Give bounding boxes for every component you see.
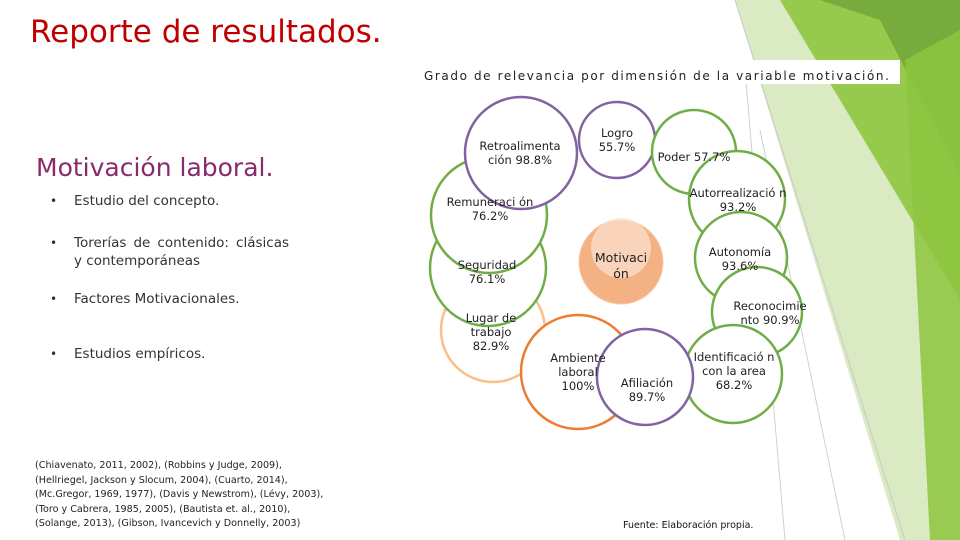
reference-line: (Solange, 2013), (Gibson, Ivancevich y D… (35, 518, 301, 530)
bullet-dot-icon: • (50, 194, 58, 208)
diagram-center-label: Motivaci ón (594, 250, 648, 281)
bullet-dot-icon: • (50, 236, 58, 250)
bullet-dot-icon: • (50, 292, 58, 306)
diagram-node-label: Identificació n con la area 68.2% (693, 350, 775, 392)
diagram-node-circle (463, 95, 579, 211)
section-heading: Motivación laboral. (36, 153, 274, 182)
diagram-center-highlight (591, 218, 651, 278)
reference-line: (Hellriegel, Jackson y Slocum, 2004), (C… (35, 474, 288, 486)
diagram-node-label: Autonomía 93.6% (708, 245, 772, 273)
page-title: Reporte de resultados. (30, 14, 382, 50)
diagram-node-label: Lugar de trabajo 82.9% (465, 311, 517, 353)
references: (Chiavenato, 2011, 2002), (Robbins y Jud… (35, 459, 341, 532)
diagram-node-label: Afiliación 89.7% (620, 376, 674, 404)
diagram-node-label: Retroalimenta ción 98.8% (479, 139, 561, 167)
diagram-node-label: Ambiente laboral 100% (550, 351, 606, 393)
source-note: Fuente: Elaboración propia. (623, 520, 754, 531)
diagram-node-label: Autorrealizació n 93.2% (689, 186, 787, 214)
diagram-node-label: Reconocimie nto 90.9% (733, 299, 807, 327)
diagram-node-label: Logro 55.7% (598, 126, 636, 154)
reference-line: (Toro y Cabrera, 1985, 2005), (Bautista … (35, 503, 291, 515)
diagram-node-label: Poder 57.7% (657, 150, 731, 164)
reference-line: (Chiavenato, 2011, 2002), (Robbins y Jud… (35, 460, 282, 471)
diagram-caption: Grado de relevancia por dimensión de la … (424, 69, 891, 83)
bullet-dot-icon: • (50, 347, 58, 361)
reference-line: (Mc.Gregor, 1969, 1977), (Davis y Newstr… (35, 489, 324, 501)
diagram-node-circle (595, 327, 695, 427)
diagram-caption-box: Grado de relevancia por dimensión de la … (406, 60, 900, 84)
diagram-node-label: Remuneraci ón 76.2% (446, 195, 534, 223)
diagram-node-label: Seguridad 76.1% (457, 258, 517, 286)
